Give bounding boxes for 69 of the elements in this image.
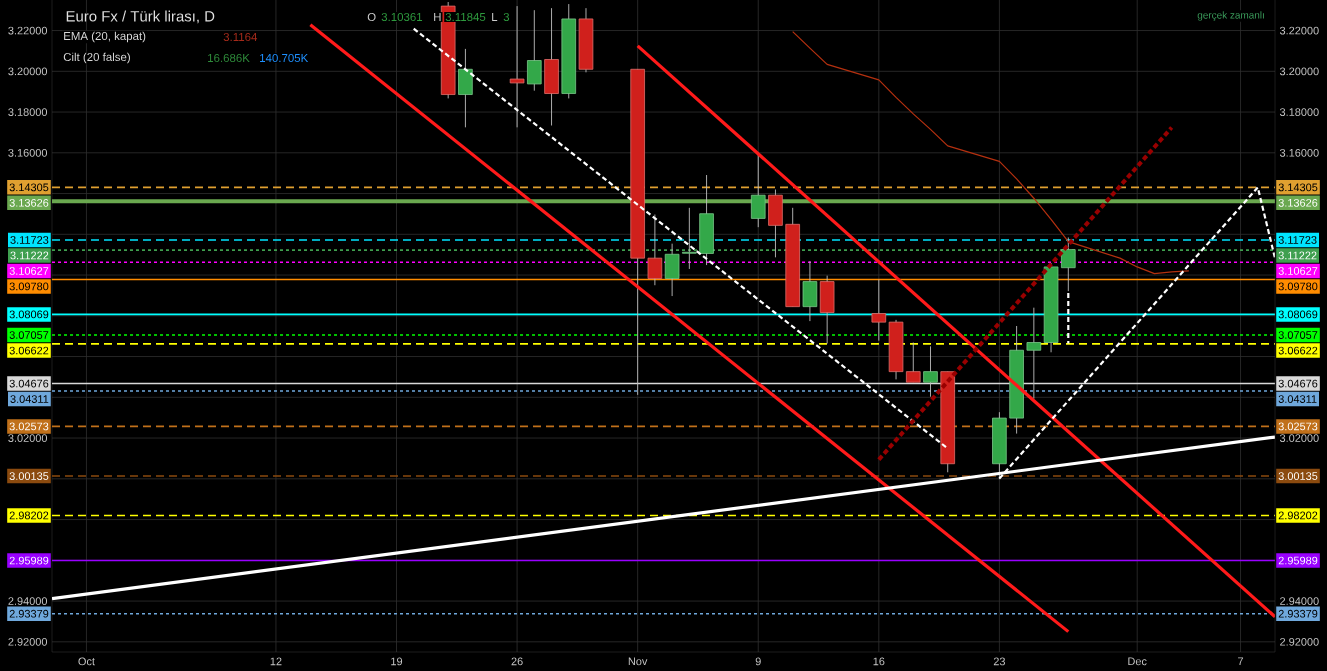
ref-line-label: 3.04311 [1278,395,1317,403]
annotation: L [492,13,498,21]
text: 3.06622 [9,346,49,355]
text: 3.13626 [9,198,49,207]
text: 3.11222 [10,251,49,260]
text: 3.11723 [10,236,49,244]
ref-line-label: 3.10627 [1278,267,1318,275]
x-tick-label: 26 [511,657,523,666]
y2-tick-label: 2.92000 [1280,637,1319,646]
ref-line-label: 2.95989 [9,556,49,565]
x-tick-label: 19 [391,657,403,666]
text: 3.04676 [9,379,49,388]
y-tick-label: 2.92000 [8,637,48,646]
x-tick-label: Dec [1128,657,1147,666]
y-tick-label: 2.94000 [8,597,48,605]
text: 2.98202 [1278,511,1318,520]
ref-line-label: 3.13626 [1278,198,1318,207]
annotation: 3 [503,12,510,22]
text: 3.02573 [9,422,49,431]
x-tick-label: Oct [78,657,95,666]
x-tick-label: 7 [1238,657,1244,666]
ref-line-label: 3.11222 [1278,251,1317,260]
text: 3.14305 [9,183,49,192]
ref-line-label: 3.04676 [1278,379,1318,388]
text: 3.09780 [1278,282,1318,291]
y2-tick-label: 3.16000 [1279,148,1319,157]
annotation: H [434,13,441,21]
ref-line-label: 2.98202 [9,511,49,520]
annotation: 3.1164 [223,32,258,42]
y-tick-label: 3.18000 [8,108,48,116]
x-tick-label: 12 [270,657,282,666]
text: 2.95989 [1278,556,1318,565]
ref-line-label: 3.08069 [1278,310,1318,319]
text: 3.00135 [9,472,49,480]
y2-tick-label: 3.18000 [1279,108,1319,116]
y2-tick-label: 2.94000 [1280,597,1319,605]
annotation: 140.705K [260,53,309,63]
text: 3.07057 [9,331,49,339]
annotation: gerçek zamanlı [1197,11,1264,21]
ref-line-label: 3.00135 [1278,472,1318,480]
text: 3.08069 [9,310,49,319]
ref-line-label: 3.14305 [1278,183,1318,192]
ref-line-label: 2.93379 [9,609,49,618]
ref-line-label: 3.09780 [9,282,49,291]
text: Euro Fx / Türk lirası, D [66,10,215,24]
y-tick-label: 3.02000 [8,434,48,442]
ref-line-label: 3.07057 [1278,331,1318,339]
y-tick-label: 3.20000 [8,67,48,76]
x-tick-label: 16 [873,657,885,666]
ref-line-label: 3.02573 [1278,422,1318,431]
y-tick-label: 3.16000 [8,148,48,157]
annotation: O [367,12,376,22]
y2-tick-label: 3.02000 [1279,434,1319,442]
annotation: 3.10361 [381,12,423,22]
text: 3.04311 [10,395,49,403]
text: 2.93379 [1278,609,1318,618]
annotation: 3.11845 [445,12,486,22]
y2-tick-label: 3.22000 [1279,26,1319,35]
ref-line-label: 3.11723 [1278,236,1317,244]
x-tick-label: 9 [755,657,761,666]
x-tick-label: 23 [993,657,1005,666]
annotation: EMA (20, kapat) [64,31,146,43]
annotation: 16.686K [208,53,250,63]
x-tick-label: Nov [628,657,648,666]
y-tick-label: 3.22000 [8,26,48,35]
y2-tick-label: 3.20000 [1279,67,1319,76]
ref-line-label: 3.06622 [1278,346,1318,355]
annotation: Cilt (20 false) [63,52,130,64]
text: 3.10627 [9,267,49,275]
